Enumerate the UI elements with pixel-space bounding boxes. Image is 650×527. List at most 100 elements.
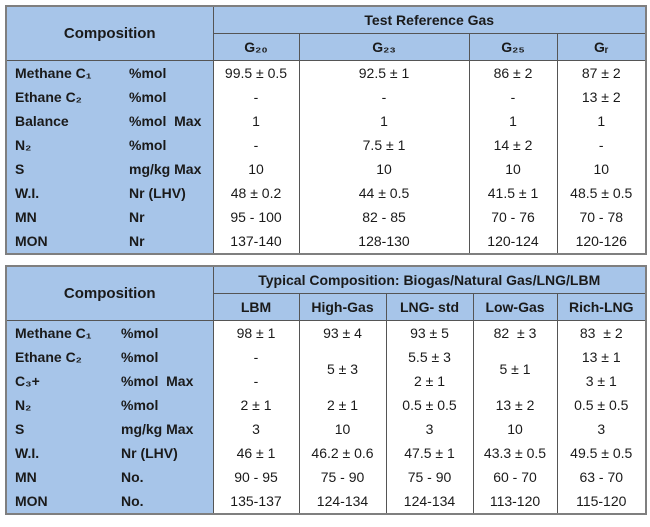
value-cell: 14 ± 2 [468, 133, 558, 157]
row: W.I. Nr (LHV) 46 ± 1 46.2 ± 0.6 47.5 ± 1 43.3… [6, 441, 647, 465]
row-label: Ethane C₂ [6, 345, 113, 369]
value-cell: 82 - 85 [298, 205, 470, 229]
row: N₂ %mol -7.5 ± 1 14 ± 2- [6, 133, 647, 157]
value-cell: 1 [468, 109, 558, 133]
value-cell: 128-130 [298, 229, 470, 254]
value-cell: 82 ± 3 [472, 320, 558, 345]
value-cell: 83 ± 2 [556, 320, 647, 345]
row-label: MON [6, 229, 121, 254]
value-cell: 41.5 ± 1 [468, 181, 558, 205]
row-label: MON [6, 489, 113, 514]
value-cell: 3 [212, 417, 300, 441]
value-cell: 10 [468, 157, 558, 181]
row: MON No. 135-137 124-134 124-134 113-120 115-12… [6, 489, 647, 514]
title: Test Reference Gas [212, 5, 647, 34]
value-cell: 63 - 70 [556, 465, 647, 489]
value-cell: 90 - 95 [212, 465, 300, 489]
row-unit: %mol [113, 345, 213, 369]
value-cell: 70 - 78 [556, 205, 647, 229]
value-cell: 5 ± 1 [472, 345, 558, 393]
row-label: S [6, 417, 113, 441]
value-cell: 70 - 76 [468, 205, 558, 229]
row-label: Methane C₁ [6, 60, 121, 85]
value-cell: - [298, 85, 470, 109]
value-cell: 137-140 [212, 229, 300, 254]
value-cell: 13 ± 2 [556, 85, 647, 109]
value-cell: 44 ± 0.5 [298, 181, 470, 205]
row-unit: %mol Max [121, 109, 213, 133]
row-unit: Nr [121, 205, 213, 229]
row-unit: %mol [113, 320, 213, 345]
row: Methane C₁ %mol 99.5 ± 0.5 92.5 ± 1 86 ± 2 87… [6, 60, 647, 85]
value-cell: 135-137 [212, 489, 300, 514]
value-cell: 10 [298, 417, 387, 441]
row-unit: %mol [121, 85, 213, 109]
value-cell: 95 - 100 [212, 205, 300, 229]
value-cell: - [556, 133, 647, 157]
column-header: G₂₅ [468, 33, 558, 61]
value-cell: 2 ± 1 [385, 369, 474, 393]
value-cell: - [212, 369, 300, 393]
column-header: High-Gas [298, 293, 387, 321]
row: C₃+ %mol Max - 2 ± 1 3 ± 1 [6, 369, 647, 393]
row-label: Methane C₁ [6, 320, 113, 345]
corner: Composition [5, 5, 214, 61]
corner: Composition [5, 265, 214, 321]
value-cell: 0.5 ± 0.5 [385, 393, 474, 417]
value-cell: 3 [385, 417, 474, 441]
value-cell: - [212, 85, 300, 109]
row-unit: Nr [121, 229, 213, 254]
row-unit: Nr (LHV) [113, 441, 213, 465]
row-label: N₂ [6, 133, 121, 157]
row-unit: mg/kg Max [113, 417, 213, 441]
row-label: Balance [6, 109, 121, 133]
column-header: Low-Gas [472, 293, 558, 321]
value-cell: 10 [298, 157, 470, 181]
row-unit: No. [113, 465, 213, 489]
value-cell: 99.5 ± 0.5 [212, 60, 300, 85]
row-label: W.I. [6, 441, 113, 465]
value-cell: 75 - 90 [298, 465, 387, 489]
row-label: S [6, 157, 121, 181]
value-cell: 2 ± 1 [212, 393, 300, 417]
value-cell: 93 ± 4 [298, 320, 387, 345]
value-cell: 113-120 [472, 489, 558, 514]
column-header: Gᵣ [556, 33, 647, 61]
value-cell: 120-126 [556, 229, 647, 254]
row-unit: %mol [113, 393, 213, 417]
row-label: Ethane C₂ [6, 85, 121, 109]
value-cell: - [212, 133, 300, 157]
column-header: G₂₃ [298, 33, 470, 61]
value-cell: 75 - 90 [385, 465, 474, 489]
row-unit: Nr (LHV) [121, 181, 213, 205]
column-header: LBM [212, 293, 300, 321]
value-cell: - [212, 345, 300, 369]
value-cell: 46.2 ± 0.6 [298, 441, 387, 465]
value-cell: 13 ± 1 [556, 345, 647, 369]
row: MN No. 90 - 95 75 - 90 75 - 90 60 - 70 63 - 70 [6, 465, 647, 489]
value-cell: 10 [556, 157, 647, 181]
value-cell: 124-134 [298, 489, 387, 514]
value-cell: 5.5 ± 3 [385, 345, 474, 369]
value-cell: 3 ± 1 [556, 369, 647, 393]
value-cell: 48 ± 0.2 [212, 181, 300, 205]
row-unit: %mol [121, 60, 213, 85]
value-cell: 93 ± 5 [385, 320, 474, 345]
value-cell: 1 [212, 109, 300, 133]
value-cell: 98 ± 1 [212, 320, 300, 345]
value-cell: 87 ± 2 [556, 60, 647, 85]
row: Balance %mol Max 1 1 1 1 [6, 109, 647, 133]
column-header: LNG- std [385, 293, 474, 321]
column-header: Rich-LNG [556, 293, 647, 321]
row-label: MN [6, 205, 121, 229]
row: Ethane C₂ %mol - - -13 ± 2 [6, 85, 647, 109]
value-cell: 10 [212, 157, 300, 181]
value-cell: 60 - 70 [472, 465, 558, 489]
value-cell: 46 ± 1 [212, 441, 300, 465]
value-cell: - [468, 85, 558, 109]
value-cell: 48.5 ± 0.5 [556, 181, 647, 205]
value-cell: 43.3 ± 0.5 [472, 441, 558, 465]
